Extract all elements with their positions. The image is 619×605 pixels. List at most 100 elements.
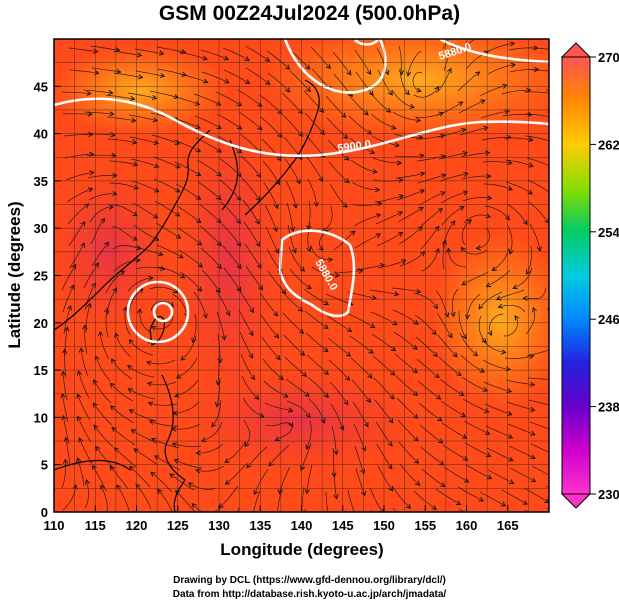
streamline-arrow [203, 78, 209, 84]
streamline-arrow [153, 236, 160, 241]
streamline [217, 333, 221, 363]
streamline-arrow [529, 381, 536, 387]
streamline-arrow [323, 300, 330, 305]
streamline-arrow [61, 348, 68, 354]
streamline-arrow [549, 164, 554, 168]
contour-5880-north-small [354, 39, 379, 46]
streamline-arrow [196, 218, 202, 224]
streamline [523, 91, 549, 94]
streamline [113, 259, 140, 272]
contour-label-5900: 5900.0 [337, 138, 372, 155]
streamline-arrow [366, 397, 371, 403]
streamline-arrow [191, 503, 197, 509]
streamline [77, 416, 92, 443]
streamline [68, 221, 86, 247]
streamline [438, 152, 468, 160]
x-tick-label: 160 [456, 518, 478, 533]
streamline [377, 259, 406, 269]
streamline [370, 113, 396, 129]
streamline-arrow [110, 405, 116, 411]
y-tick-label: 35 [34, 174, 48, 189]
streamline-arrow [112, 287, 118, 293]
streamline-arrow [305, 86, 311, 93]
streamline [480, 110, 509, 119]
streamline [240, 155, 261, 178]
streamline [391, 287, 421, 293]
credit-data: Data from http://database.rish.kyoto-u.a… [172, 589, 447, 600]
streamline-arrow [151, 325, 157, 331]
streamline [284, 356, 307, 377]
streamline [172, 423, 201, 430]
streamline-arrow [281, 289, 287, 295]
streamline [394, 353, 418, 373]
streamline [193, 291, 207, 318]
streamline-arrow [119, 270, 125, 276]
streamline-arrow [375, 233, 382, 239]
streamline-arrow [475, 245, 481, 251]
streamline-arrow [346, 327, 353, 332]
streamline-arrow [394, 142, 400, 148]
streamline-arrow [379, 508, 384, 512]
streamline [479, 491, 506, 507]
streamline [267, 270, 286, 294]
streamline [289, 70, 311, 92]
streamline [531, 465, 549, 476]
streamline-arrow [133, 184, 139, 190]
streamline [188, 482, 217, 490]
streamline [462, 398, 489, 413]
streamline [464, 39, 476, 48]
streamline-arrow [491, 266, 497, 272]
streamline [151, 134, 180, 145]
streamline-arrow [236, 148, 243, 154]
streamline-arrow [462, 455, 469, 461]
streamline [282, 114, 303, 137]
streamline-arrow [179, 273, 186, 279]
streamline [484, 403, 512, 416]
streamline [285, 378, 310, 397]
streamline [443, 44, 456, 72]
streamline [418, 402, 442, 422]
streamline-arrow [304, 488, 310, 495]
streamline-arrow [150, 471, 156, 477]
streamline [306, 156, 324, 182]
coast-japan [244, 79, 320, 216]
streamline-arrow [353, 513, 357, 518]
streamline [457, 71, 480, 92]
streamline [180, 335, 197, 361]
streamline [306, 420, 312, 450]
streamline-arrow [278, 375, 284, 381]
colorbar: 270 262 254 246 238 230 [560, 42, 619, 509]
streamline [306, 354, 329, 375]
streamline [171, 293, 188, 318]
streamline-arrow [202, 313, 208, 319]
streamline [352, 401, 369, 427]
streamline-arrow [313, 201, 319, 208]
streamline [222, 47, 250, 61]
streamline-arrow [305, 533, 309, 537]
streamline [154, 200, 180, 217]
streamline-arrow [76, 370, 83, 376]
streamline [156, 46, 186, 53]
streamline [355, 71, 374, 96]
streamline [397, 207, 424, 223]
streamline-arrow [285, 87, 291, 93]
streamline-arrow [274, 248, 279, 254]
streamline [220, 201, 241, 224]
streamline-arrow [216, 147, 222, 153]
streamline-arrow [459, 391, 465, 396]
streamline-arrow [216, 241, 222, 247]
streamline-arrow [431, 329, 437, 336]
streamline [327, 337, 351, 357]
streamline [328, 359, 350, 381]
streamline-arrow [404, 90, 410, 96]
streamline [110, 405, 135, 424]
streamline [196, 465, 225, 472]
streamline [263, 182, 279, 209]
streamline [478, 315, 487, 344]
streamline [91, 242, 109, 267]
streamline [442, 240, 446, 270]
streamline-arrow [385, 107, 392, 113]
streamline-arrow [88, 131, 94, 137]
streamline-arrow [253, 489, 259, 496]
